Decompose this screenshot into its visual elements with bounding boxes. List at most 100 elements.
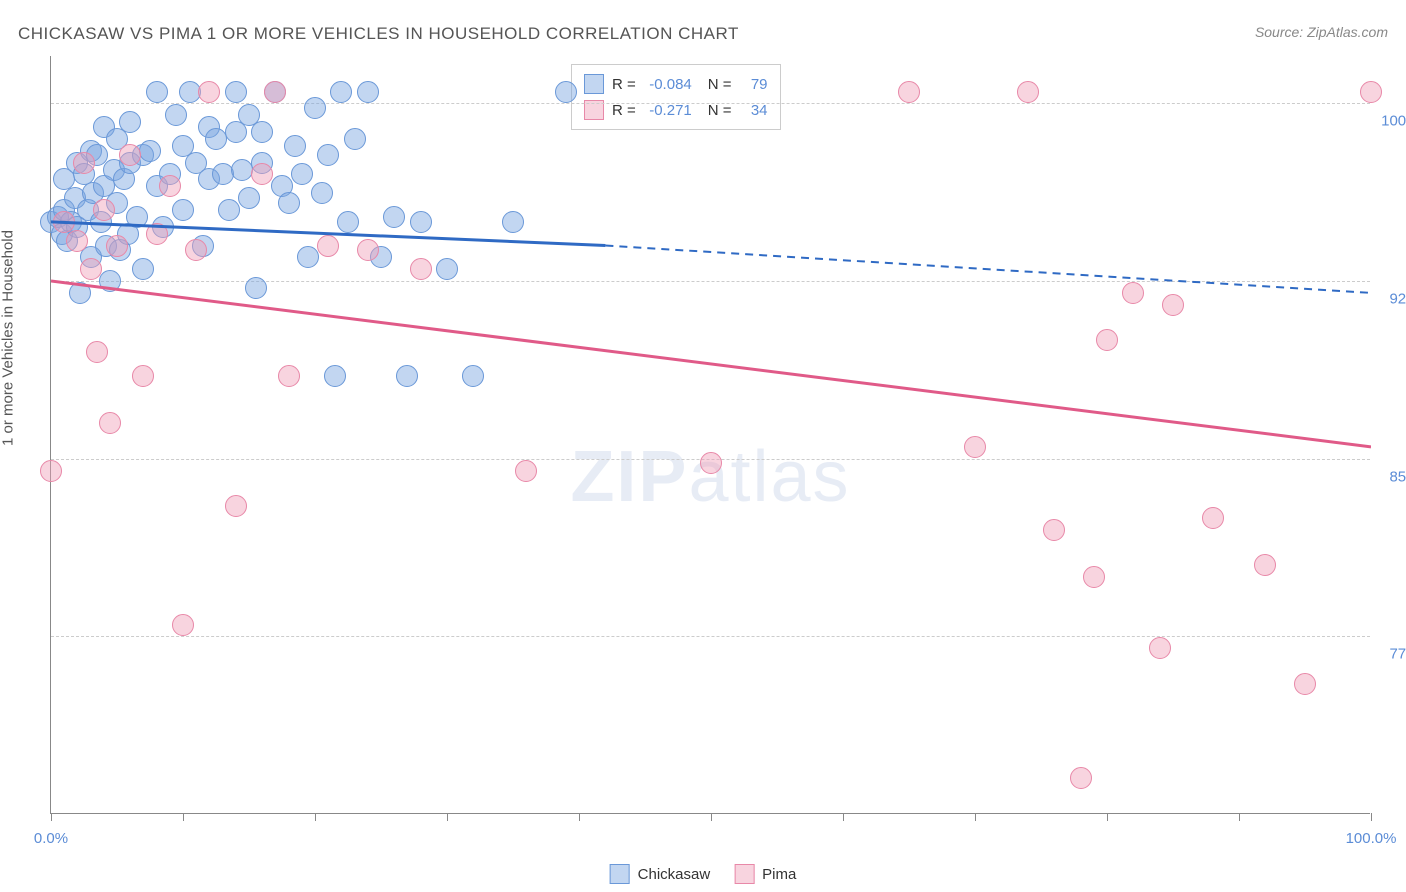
stats-swatch xyxy=(584,74,604,94)
data-point xyxy=(1017,81,1039,103)
data-point xyxy=(383,206,405,228)
data-point xyxy=(1360,81,1382,103)
data-point xyxy=(99,412,121,434)
data-point xyxy=(1202,507,1224,529)
data-point xyxy=(179,81,201,103)
legend-swatch xyxy=(734,864,754,884)
data-point xyxy=(225,81,247,103)
data-point xyxy=(304,97,326,119)
data-point xyxy=(964,436,986,458)
legend-label: Chickasaw xyxy=(638,866,711,883)
stats-row: R =-0.271N =34 xyxy=(584,97,768,123)
y-axis-label: 1 or more Vehicles in Household xyxy=(0,230,17,446)
x-tick xyxy=(1371,813,1372,821)
data-point xyxy=(172,199,194,221)
data-point xyxy=(1122,282,1144,304)
data-point xyxy=(225,495,247,517)
data-point xyxy=(40,460,62,482)
data-point xyxy=(99,270,121,292)
data-point xyxy=(159,175,181,197)
data-point xyxy=(264,81,286,103)
x-tick xyxy=(579,813,580,821)
data-point xyxy=(1070,767,1092,789)
gridline xyxy=(51,636,1370,637)
data-point xyxy=(69,282,91,304)
data-point xyxy=(231,159,253,181)
data-point xyxy=(126,206,148,228)
data-point xyxy=(515,460,537,482)
data-point xyxy=(73,152,95,174)
data-point xyxy=(86,341,108,363)
x-tick xyxy=(975,813,976,821)
y-tick-label: 92.5% xyxy=(1376,291,1406,308)
data-point xyxy=(344,128,366,150)
data-point xyxy=(80,258,102,280)
stat-r-value: -0.084 xyxy=(644,76,692,93)
data-point xyxy=(106,235,128,257)
data-point xyxy=(898,81,920,103)
legend-swatch xyxy=(610,864,630,884)
x-tick xyxy=(843,813,844,821)
data-point xyxy=(146,223,168,245)
stat-n-label: N = xyxy=(708,76,732,93)
data-point xyxy=(119,111,141,133)
data-point xyxy=(251,121,273,143)
data-point xyxy=(146,81,168,103)
data-point xyxy=(1162,294,1184,316)
data-point xyxy=(555,81,577,103)
data-point xyxy=(337,211,359,233)
data-point xyxy=(1043,519,1065,541)
data-point xyxy=(284,135,306,157)
legend: Chickasaw Pima xyxy=(610,864,797,884)
trend-line-dashed xyxy=(605,246,1371,293)
stat-r-label: R = xyxy=(612,76,636,93)
stats-box: R =-0.084N =79R =-0.271N =34 xyxy=(571,64,781,130)
data-point xyxy=(324,365,346,387)
data-point xyxy=(132,365,154,387)
data-point xyxy=(436,258,458,280)
data-point xyxy=(502,211,524,233)
data-point xyxy=(212,163,234,185)
data-point xyxy=(330,81,352,103)
legend-item: Pima xyxy=(734,864,796,884)
data-point xyxy=(1149,637,1171,659)
data-point xyxy=(53,211,75,233)
data-point xyxy=(245,277,267,299)
watermark: ZIPatlas xyxy=(570,436,850,518)
data-point xyxy=(119,144,141,166)
data-point xyxy=(205,128,227,150)
chart-container: CHICKASAW VS PIMA 1 OR MORE VEHICLES IN … xyxy=(0,0,1406,892)
y-tick-label: 100.0% xyxy=(1376,113,1406,130)
data-point xyxy=(172,614,194,636)
x-tick xyxy=(1107,813,1108,821)
x-tick xyxy=(183,813,184,821)
legend-label: Pima xyxy=(762,866,796,883)
data-point xyxy=(93,199,115,221)
data-point xyxy=(66,230,88,252)
data-point xyxy=(297,246,319,268)
source-attribution: Source: ZipAtlas.com xyxy=(1255,24,1388,40)
watermark-zip: ZIP xyxy=(570,437,688,517)
plot-area: ZIPatlas R =-0.084N =79R =-0.271N =34 10… xyxy=(50,56,1370,814)
x-tick xyxy=(315,813,316,821)
data-point xyxy=(410,258,432,280)
x-tick xyxy=(711,813,712,821)
data-point xyxy=(198,81,220,103)
watermark-atlas: atlas xyxy=(688,437,850,517)
data-point xyxy=(462,365,484,387)
stats-row: R =-0.084N =79 xyxy=(584,71,768,97)
data-point xyxy=(1096,329,1118,351)
data-point xyxy=(311,182,333,204)
data-point xyxy=(357,81,379,103)
y-tick-label: 85.0% xyxy=(1376,468,1406,485)
y-tick-label: 77.5% xyxy=(1376,646,1406,663)
data-point xyxy=(1294,673,1316,695)
data-point xyxy=(238,187,260,209)
chart-title: CHICKASAW VS PIMA 1 OR MORE VEHICLES IN … xyxy=(18,24,739,44)
data-point xyxy=(165,104,187,126)
data-point xyxy=(132,258,154,280)
data-point xyxy=(278,192,300,214)
x-tick-label: 0.0% xyxy=(34,830,68,847)
data-point xyxy=(410,211,432,233)
data-point xyxy=(700,452,722,474)
